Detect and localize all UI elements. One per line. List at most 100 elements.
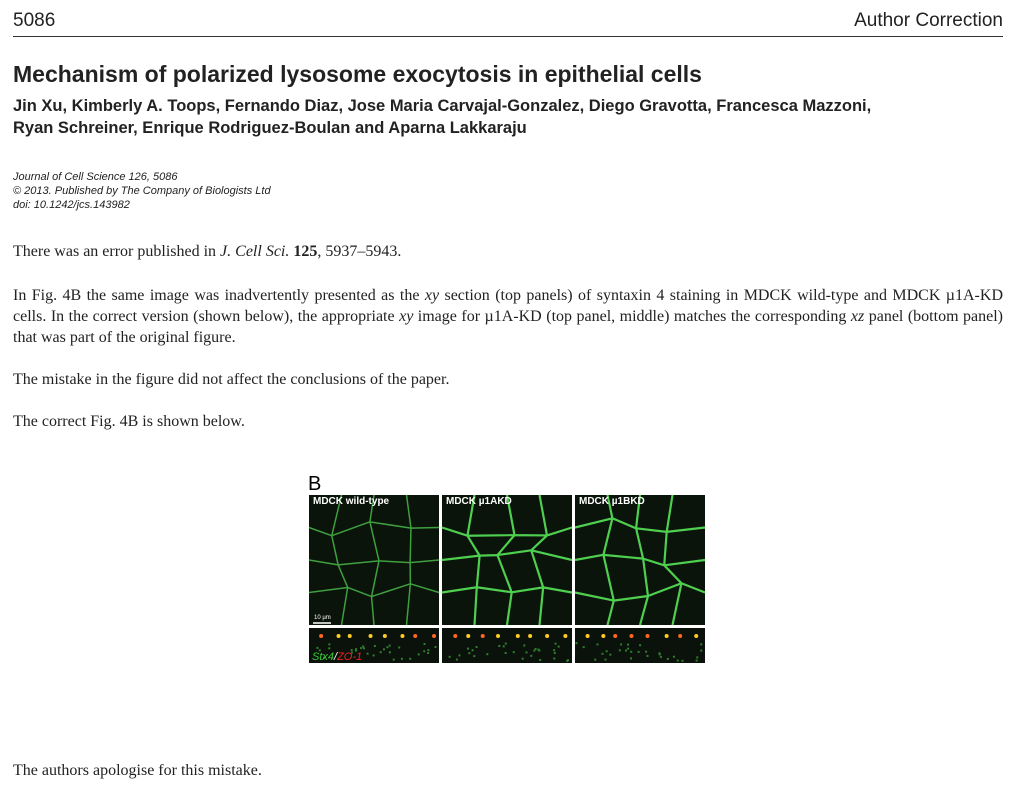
- closing: The authors apologise for this mistake.: [13, 762, 262, 779]
- text: In Fig. 4B the same image was inadverten…: [13, 287, 425, 304]
- micrograph: [696, 656, 699, 659]
- micrograph: [388, 651, 391, 654]
- micrograph: [400, 657, 403, 660]
- micrograph: [627, 647, 630, 650]
- micrograph: [471, 649, 474, 652]
- micrograph: [354, 649, 357, 652]
- micrograph: [336, 634, 341, 638]
- micrograph: [554, 642, 557, 645]
- micrograph: [553, 652, 556, 655]
- micrograph: [322, 656, 325, 659]
- micrograph: [355, 648, 358, 651]
- micrograph: [475, 646, 478, 649]
- micrograph: [328, 643, 331, 646]
- micrograph: [625, 649, 628, 652]
- text: There was an error published in: [13, 243, 221, 260]
- micrograph: [613, 634, 618, 638]
- micrograph: [666, 657, 669, 660]
- micrograph: [596, 643, 599, 646]
- micrograph: [534, 648, 537, 651]
- micrograph: [695, 659, 698, 662]
- micrograph: [388, 644, 391, 647]
- micrograph: [496, 634, 501, 638]
- micrograph: [629, 634, 634, 638]
- text: image for µ1A-KD (top panel, middle) mat…: [413, 308, 851, 325]
- micrograph: [538, 649, 541, 652]
- micrograph: [658, 653, 661, 656]
- figure-label: B: [308, 473, 321, 495]
- micrograph: [434, 645, 437, 648]
- text: section (top panels) of syntaxin 4 stain…: [13, 287, 1003, 325]
- micrograph: [609, 653, 612, 656]
- authors: Ryan Schreiner, Enrique Rodriguez-Boulan…: [13, 119, 527, 137]
- micrograph: [427, 649, 430, 652]
- micrograph: [427, 652, 430, 655]
- micrograph: [533, 649, 536, 652]
- micrograph: [678, 634, 683, 638]
- page-number: 5086: [13, 10, 56, 31]
- header-rule: [13, 36, 1003, 37]
- micrograph: [455, 658, 458, 661]
- panel-label: MDCK µ1AKD: [446, 496, 512, 507]
- micrograph: [594, 658, 597, 661]
- micrograph: [423, 650, 426, 653]
- micrograph: [575, 642, 578, 645]
- micrograph: [423, 642, 426, 645]
- micrograph: [498, 644, 501, 647]
- micrograph: [368, 634, 373, 638]
- micrograph: [639, 644, 642, 647]
- micrograph: [504, 642, 507, 645]
- micrograph: [605, 650, 608, 653]
- micrograph: [557, 645, 560, 648]
- micrograph: [537, 648, 540, 651]
- citation: Journal of Cell Science 126, 5086: [13, 171, 178, 183]
- micrograph: [601, 634, 606, 638]
- micrograph: [630, 650, 633, 653]
- micrograph: [630, 657, 633, 660]
- micrograph: [409, 657, 412, 660]
- micrograph: [350, 651, 353, 654]
- micrograph: [681, 659, 684, 662]
- micrograph: [382, 634, 387, 638]
- micrograph: [604, 658, 607, 661]
- micrograph: [525, 651, 528, 654]
- micrograph: [504, 652, 507, 655]
- micrograph: [512, 651, 515, 654]
- micrograph: [700, 649, 703, 652]
- micrograph: [521, 657, 524, 660]
- micrograph: [308, 494, 440, 626]
- micrograph: [480, 634, 485, 638]
- paragraph: There was an error published in J. Cell …: [13, 241, 1003, 262]
- micrograph: [453, 634, 458, 638]
- text: xy: [424, 287, 440, 304]
- micrograph: [372, 654, 375, 657]
- citation: © 2013. Published by The Company of Biol…: [13, 185, 271, 197]
- micrograph: [646, 654, 649, 657]
- micrograph: [350, 649, 353, 652]
- micrograph: [362, 645, 365, 648]
- panel-label: MDCK µ1BKD: [579, 496, 645, 507]
- stain-label: Stx4/ZO-1: [312, 651, 362, 663]
- micrograph: [417, 653, 420, 656]
- text: 125: [293, 243, 318, 260]
- scale-bar-label: 10 µm: [314, 615, 331, 621]
- micrograph: [566, 659, 569, 662]
- micrograph: [645, 634, 650, 638]
- micrograph: [360, 647, 363, 650]
- micrograph: [382, 648, 385, 651]
- micrograph: [620, 643, 623, 646]
- text: , 5937–5943.: [317, 243, 402, 260]
- micrograph: [545, 634, 550, 638]
- micrograph: [627, 643, 630, 646]
- text: xz: [850, 308, 865, 325]
- micrograph: [448, 655, 451, 658]
- micrograph: [530, 654, 533, 657]
- micrograph: [659, 655, 662, 658]
- figure: B MDCK wild-type MDCK µ1AKD MDCK µ1BKD 1…: [308, 473, 706, 663]
- text: panel (bottom panel) that was part of th…: [13, 308, 1003, 346]
- micrograph: [582, 646, 585, 649]
- micrograph: [362, 647, 365, 650]
- micrograph: [694, 634, 699, 638]
- micrograph: [441, 494, 573, 626]
